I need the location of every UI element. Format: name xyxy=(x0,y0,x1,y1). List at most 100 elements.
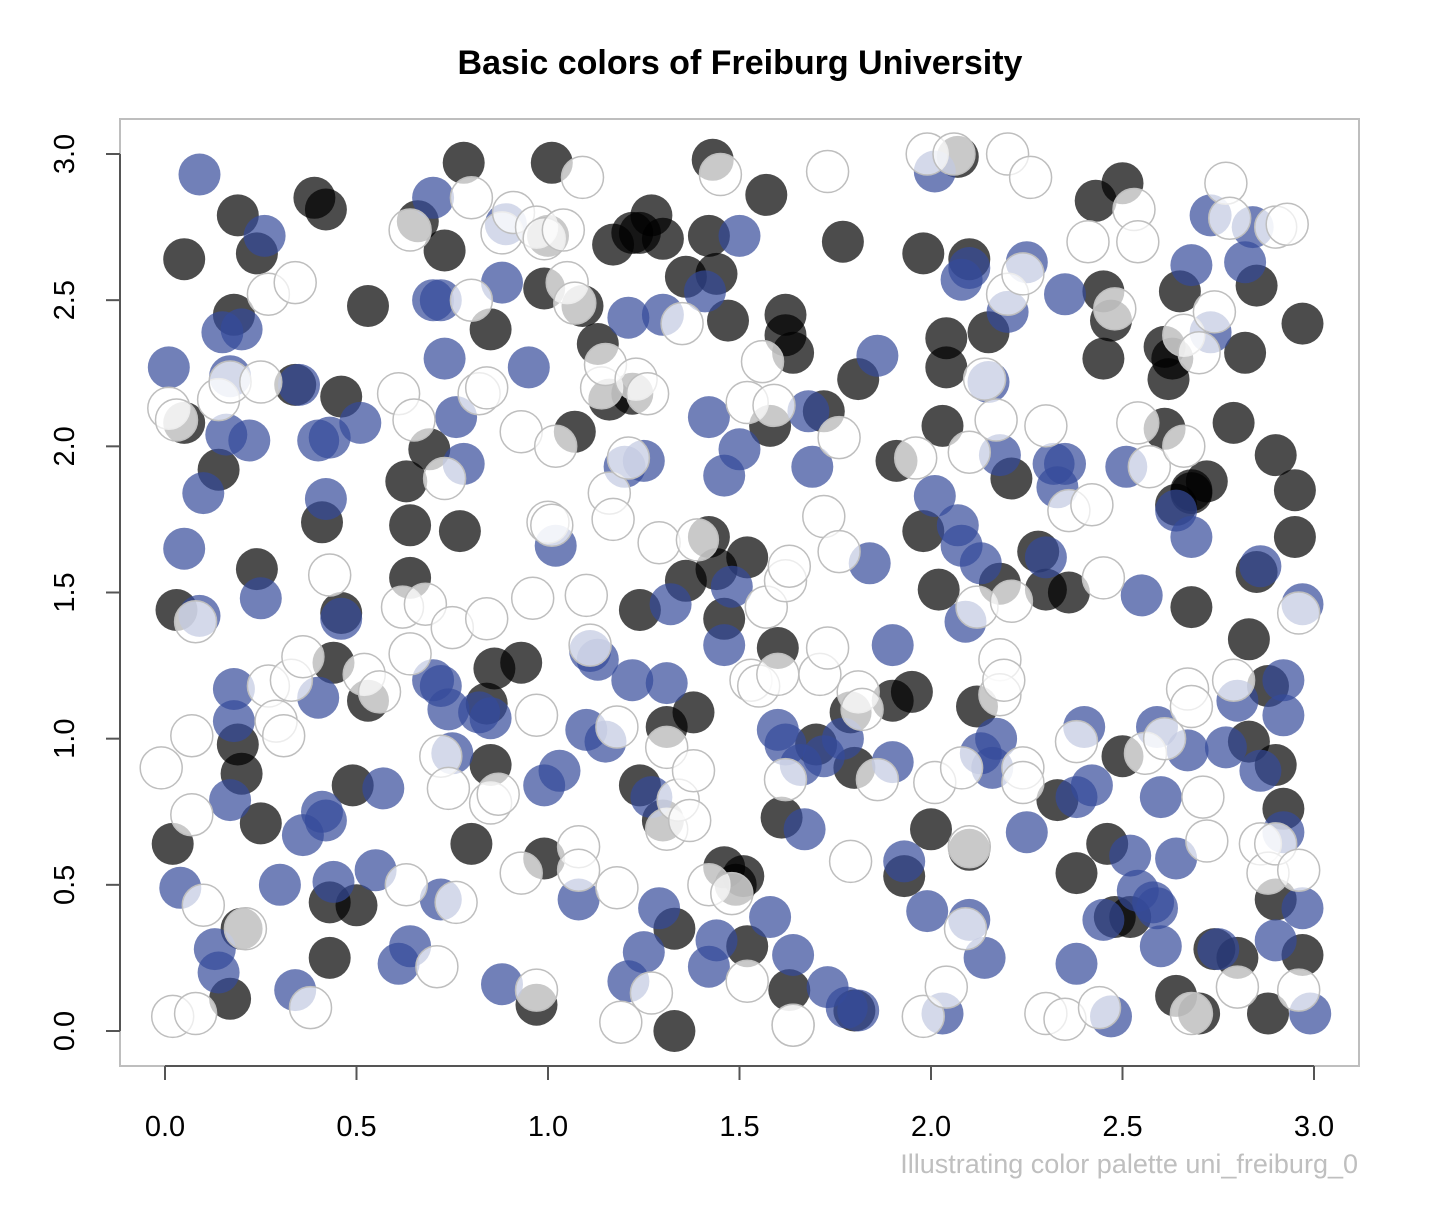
data-point xyxy=(599,1000,643,1044)
data-point xyxy=(1001,252,1045,296)
data-point xyxy=(1044,273,1086,316)
data-point xyxy=(1273,516,1316,558)
data-point xyxy=(1070,764,1113,807)
data-point xyxy=(901,994,946,1039)
data-point xyxy=(362,767,405,810)
data-point xyxy=(304,188,347,231)
data-point xyxy=(243,214,286,257)
data-point xyxy=(1211,658,1256,702)
data-point xyxy=(672,691,715,734)
data-point xyxy=(228,419,271,462)
data-point xyxy=(209,779,252,822)
data-point xyxy=(1276,848,1321,892)
chart-caption: Illustrating color palette uni_freiburg_… xyxy=(900,1149,1358,1179)
x-tick-label: 2.0 xyxy=(911,1111,951,1143)
data-point xyxy=(1247,992,1289,1035)
data-point xyxy=(906,890,949,933)
data-point xyxy=(932,132,976,176)
data-point xyxy=(703,624,746,667)
data-point xyxy=(288,985,333,1030)
data-point xyxy=(1204,726,1247,769)
data-point xyxy=(771,1003,815,1047)
data-point xyxy=(278,363,320,406)
data-point xyxy=(556,848,601,892)
data-point xyxy=(181,883,226,928)
data-point xyxy=(1169,684,1214,729)
data-point xyxy=(163,527,206,570)
data-point xyxy=(925,317,968,360)
data-point xyxy=(1177,331,1221,375)
data-point xyxy=(660,301,704,346)
data-point xyxy=(1239,749,1282,792)
y-tick-label: 1.5 xyxy=(49,572,81,612)
data-point xyxy=(514,693,559,738)
data-point xyxy=(710,565,753,608)
y-tick-label: 1.0 xyxy=(49,719,81,759)
data-point xyxy=(817,415,861,460)
data-point xyxy=(419,279,462,322)
data-point xyxy=(1142,716,1187,761)
data-point xyxy=(638,887,681,930)
data-point xyxy=(1276,968,1321,1012)
data-point xyxy=(154,398,199,442)
data-point xyxy=(261,713,306,758)
data-point xyxy=(1055,852,1098,895)
data-point xyxy=(767,544,812,588)
chart-title: Basic colors of Freiburg University xyxy=(458,44,1023,82)
data-point xyxy=(568,623,612,667)
x-tick-label: 1.0 xyxy=(528,1111,568,1143)
data-point xyxy=(637,521,681,565)
data-point xyxy=(173,599,218,644)
data-point xyxy=(1047,571,1090,614)
data-point xyxy=(553,281,597,325)
y-tick-label: 0.0 xyxy=(49,1011,81,1051)
data-point xyxy=(438,510,481,553)
data-point xyxy=(687,396,730,439)
data-point xyxy=(560,155,605,200)
data-point xyxy=(212,700,255,743)
data-point xyxy=(170,792,214,837)
data-point xyxy=(1224,241,1267,284)
data-point xyxy=(855,757,900,802)
y-tick-label: 0.5 xyxy=(49,865,81,905)
data-point xyxy=(1224,331,1267,374)
x-axis: 0.0 0.5 1.0 1.5 2.0 2.5 3.0 xyxy=(145,1065,1334,1143)
data-point xyxy=(890,670,933,713)
data-point xyxy=(273,260,317,305)
data-point xyxy=(423,337,466,380)
data-point xyxy=(469,697,512,740)
data-point xyxy=(339,401,382,444)
data-point xyxy=(389,504,432,547)
data-point xyxy=(481,963,523,1006)
data-point xyxy=(649,583,692,626)
data-point xyxy=(1170,516,1213,558)
y-tick-label: 3.0 xyxy=(49,134,81,174)
data-point xyxy=(1181,775,1225,819)
data-point xyxy=(989,579,1034,624)
data-point xyxy=(1116,219,1160,264)
data-point xyxy=(281,635,325,679)
data-point xyxy=(1215,965,1260,1009)
data-point xyxy=(641,217,684,260)
data-point xyxy=(1139,925,1182,968)
data-point xyxy=(388,632,432,676)
data-point xyxy=(434,880,478,925)
data-point xyxy=(427,688,470,731)
data-point xyxy=(1170,244,1213,287)
data-point xyxy=(828,839,873,884)
data-point xyxy=(307,553,352,597)
data-point xyxy=(1081,556,1126,600)
data-point xyxy=(1170,586,1213,629)
data-point xyxy=(684,270,726,313)
data-point xyxy=(147,346,190,389)
data-point xyxy=(948,247,991,289)
data-point xyxy=(220,308,263,351)
series-2 xyxy=(147,150,1332,1038)
data-point xyxy=(304,478,347,520)
data-point xyxy=(947,430,992,474)
data-point xyxy=(308,936,351,979)
data-point xyxy=(1254,434,1297,477)
data-point xyxy=(538,749,581,792)
data-point xyxy=(499,851,543,895)
